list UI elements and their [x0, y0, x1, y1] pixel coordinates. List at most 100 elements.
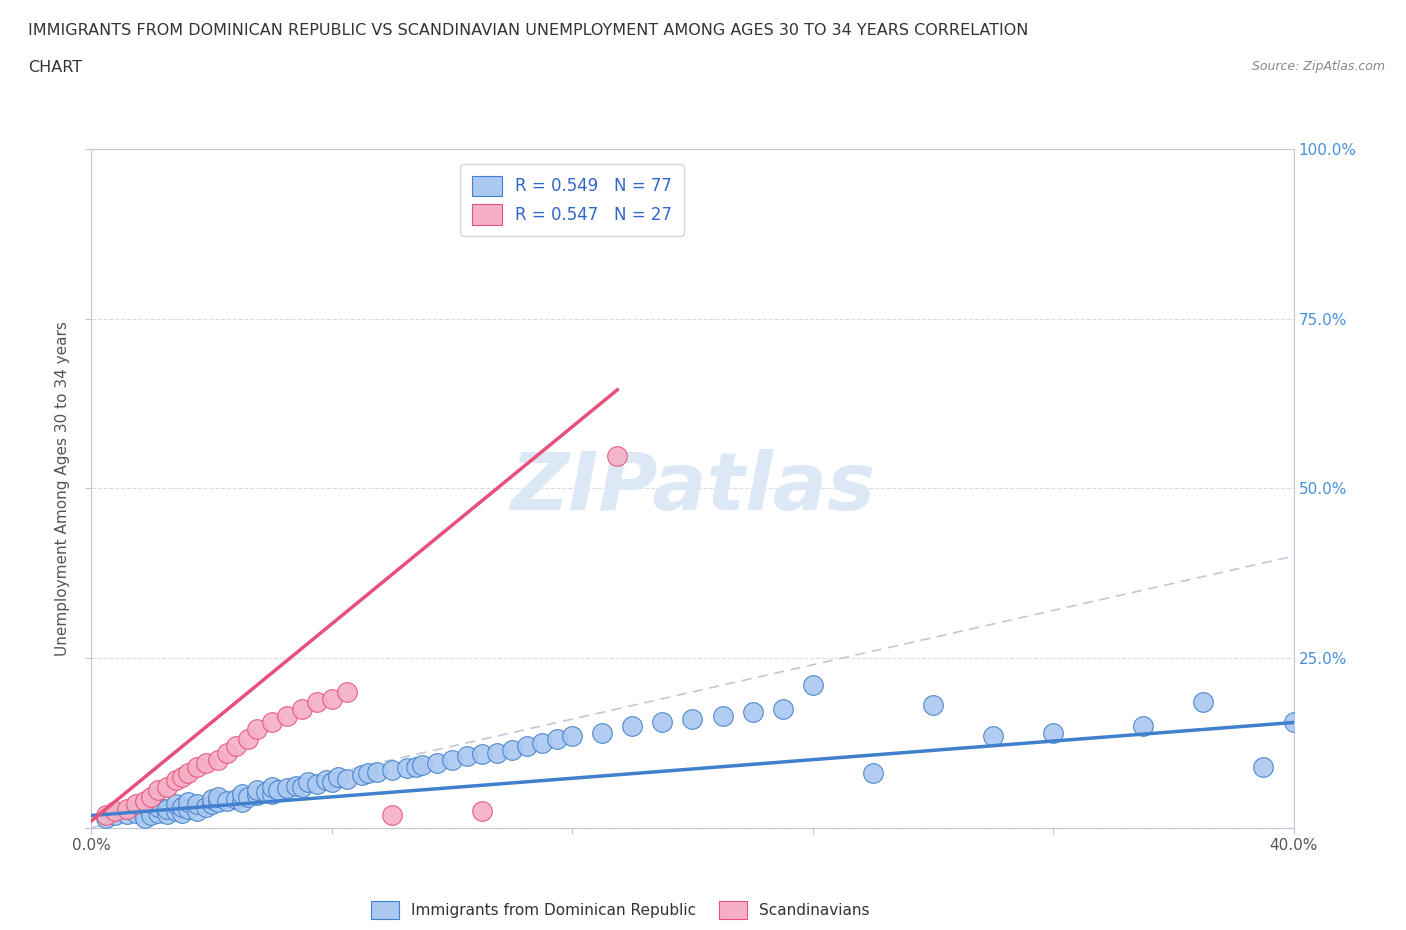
Point: [260, 787, 283, 802]
Point: [336, 771, 359, 786]
Point: [1042, 725, 1064, 740]
Point: [225, 791, 247, 806]
Point: [681, 711, 703, 726]
Point: [155, 779, 177, 794]
Point: [117, 802, 139, 817]
Point: [170, 800, 193, 815]
Point: [772, 701, 794, 716]
Point: [201, 796, 224, 811]
Point: [207, 752, 229, 767]
Point: [246, 722, 269, 737]
Point: [440, 752, 463, 767]
Point: [165, 773, 187, 788]
Point: [194, 800, 217, 815]
Point: [176, 794, 198, 809]
Point: [326, 769, 349, 784]
Point: [531, 736, 554, 751]
Point: [186, 796, 208, 811]
Point: [321, 691, 343, 706]
Point: [1253, 759, 1275, 774]
Point: [207, 794, 229, 809]
Point: [1192, 695, 1215, 710]
Point: [170, 769, 193, 784]
Point: [381, 808, 404, 823]
Point: [267, 783, 290, 798]
Point: [546, 732, 568, 747]
Point: [297, 774, 319, 789]
Point: [471, 747, 494, 762]
Point: [471, 804, 494, 818]
Point: [651, 715, 673, 730]
Text: Source: ZipAtlas.com: Source: ZipAtlas.com: [1251, 60, 1385, 73]
Point: [155, 802, 177, 817]
Point: [381, 763, 404, 777]
Point: [321, 774, 343, 789]
Point: [194, 756, 217, 771]
Point: [350, 767, 373, 782]
Point: [186, 804, 208, 818]
Point: [411, 758, 433, 773]
Point: [215, 793, 238, 808]
Point: [606, 448, 628, 463]
Point: [104, 804, 127, 818]
Point: [305, 695, 328, 710]
Point: [395, 761, 418, 776]
Point: [621, 719, 644, 734]
Point: [141, 804, 163, 818]
Point: [711, 709, 734, 724]
Point: [801, 678, 824, 693]
Point: [176, 802, 198, 817]
Point: [104, 808, 127, 823]
Point: [357, 766, 380, 781]
Point: [561, 728, 583, 743]
Point: [125, 796, 148, 811]
Point: [284, 778, 307, 793]
Point: [207, 790, 229, 804]
Point: [186, 759, 208, 774]
Point: [236, 790, 259, 804]
Point: [516, 738, 538, 753]
Point: [134, 793, 156, 808]
Point: [260, 779, 283, 794]
Point: [591, 725, 613, 740]
Point: [315, 773, 337, 788]
Point: [201, 791, 224, 806]
Point: [134, 810, 156, 825]
Legend: Immigrants from Dominican Republic, Scandinavians: Immigrants from Dominican Republic, Scan…: [364, 893, 877, 927]
Point: [231, 787, 253, 802]
Point: [146, 805, 169, 820]
Point: [456, 749, 478, 764]
Point: [405, 759, 427, 774]
Point: [981, 728, 1004, 743]
Point: [215, 746, 238, 761]
Point: [1282, 715, 1305, 730]
Point: [260, 715, 283, 730]
Point: [225, 738, 247, 753]
Point: [236, 732, 259, 747]
Point: [501, 742, 523, 757]
Point: [176, 766, 198, 781]
Point: [305, 777, 328, 791]
Point: [117, 806, 139, 821]
Point: [486, 746, 509, 761]
Point: [246, 788, 269, 803]
Point: [146, 783, 169, 798]
Point: [862, 766, 884, 781]
Point: [141, 790, 163, 804]
Point: [170, 805, 193, 820]
Point: [276, 781, 298, 796]
Text: ZIPatlas: ZIPatlas: [510, 449, 875, 527]
Point: [426, 756, 449, 771]
Point: [291, 701, 314, 716]
Point: [146, 800, 169, 815]
Text: IMMIGRANTS FROM DOMINICAN REPUBLIC VS SCANDINAVIAN UNEMPLOYMENT AMONG AGES 30 TO: IMMIGRANTS FROM DOMINICAN REPUBLIC VS SC…: [28, 23, 1029, 38]
Point: [276, 709, 298, 724]
Point: [741, 705, 763, 720]
Point: [141, 808, 163, 823]
Point: [366, 764, 388, 779]
Point: [291, 779, 314, 794]
Point: [96, 810, 118, 825]
Point: [165, 804, 187, 818]
Point: [125, 805, 148, 820]
Point: [922, 698, 945, 713]
